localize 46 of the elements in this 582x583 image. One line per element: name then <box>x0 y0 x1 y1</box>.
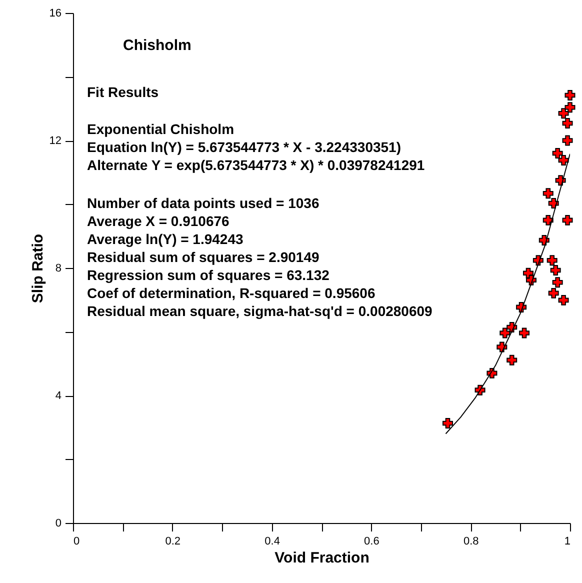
x-tick-label: 0.2 <box>165 536 181 548</box>
x-axis-title: Void Fraction <box>274 550 370 566</box>
point <box>548 198 559 209</box>
x-tick-label: 0.6 <box>364 536 380 548</box>
point <box>552 148 563 158</box>
point <box>546 255 558 266</box>
y-axis-title: Slip Ratio <box>29 234 46 304</box>
point <box>542 214 554 226</box>
point <box>442 418 453 428</box>
point <box>500 328 510 338</box>
point <box>550 264 561 276</box>
x-tick-label: 0.4 <box>264 536 280 548</box>
point <box>542 188 554 199</box>
line-series <box>445 153 570 434</box>
point <box>558 108 569 119</box>
point <box>558 155 569 166</box>
point <box>506 354 518 366</box>
point <box>519 328 530 338</box>
y-tick-label: 12 <box>49 135 62 147</box>
annotation: Average X = 0.910676 <box>87 213 230 229</box>
annotation: Coef of determination, R-squared = 0.95606 <box>87 285 376 301</box>
point <box>548 288 559 298</box>
x-tick-label: 1 <box>564 536 570 548</box>
point <box>552 277 563 288</box>
point <box>562 118 573 129</box>
text: Chisholm <box>123 37 192 54</box>
annotation: Fit Results <box>87 84 159 100</box>
annotation: Average ln(Y) = 1.94243 <box>87 231 244 247</box>
point <box>558 294 569 306</box>
annotation: Exponential Chisholm <box>87 121 234 137</box>
point <box>562 135 573 146</box>
y-tick-label: 8 <box>55 262 62 274</box>
annotation: Residual mean square, sigma-hat-sq'd = 0.00280609 <box>87 303 433 319</box>
y-tick-label: 16 <box>49 8 62 20</box>
x-tick-label: 0 <box>74 536 80 548</box>
annotation: Regression sum of squares = 63.132 <box>87 267 330 283</box>
point <box>562 214 573 226</box>
x-tick-label: 0.8 <box>463 536 479 548</box>
annotation: Number of data points used = 1036 <box>87 195 320 211</box>
point <box>564 102 576 113</box>
y-tick-label: 4 <box>55 390 62 402</box>
annotation: Equation ln(Y) = 5.673544773 * X - 3.224330351) <box>87 139 402 155</box>
point <box>564 90 576 100</box>
y-tick-label: 0 <box>55 518 62 530</box>
annotation: Alternate Y = exp(5.673544773 * X) * 0.03978241291 <box>87 157 425 173</box>
annotation: Residual sum of squares = 2.90149 <box>87 249 320 265</box>
